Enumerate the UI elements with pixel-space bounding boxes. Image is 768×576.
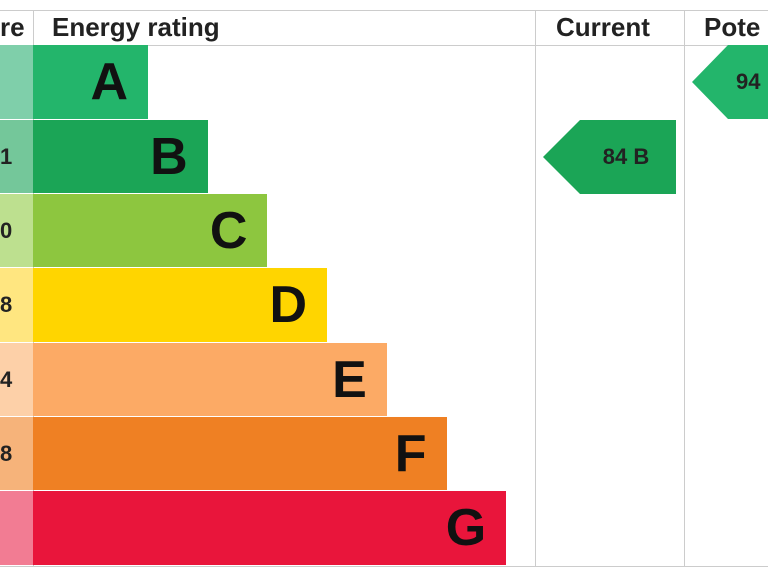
band-letter: A <box>90 53 128 111</box>
band-letter: E <box>332 350 367 409</box>
arrow-shape <box>543 120 676 194</box>
score-cell-bg <box>0 268 33 342</box>
band-bar: F <box>33 417 447 490</box>
score-cell: 8 <box>0 292 13 317</box>
score-cell-bg <box>0 343 33 416</box>
potential-arrow: 94 <box>692 45 768 119</box>
band-letter: D <box>269 276 308 334</box>
border <box>0 10 768 11</box>
band-letter: F <box>394 424 427 483</box>
score-cell: 1 <box>0 143 13 169</box>
current-arrow: 84 B <box>543 120 676 194</box>
arrow-shape <box>692 45 768 119</box>
border <box>0 45 768 46</box>
rating-header: Energy rating <box>52 12 220 42</box>
band-bar: E <box>33 343 387 416</box>
band-bar: A <box>33 45 148 119</box>
border <box>684 10 685 566</box>
score-cell-bg <box>0 194 33 267</box>
band-bar: G <box>33 491 507 565</box>
border <box>0 566 768 567</box>
score-cell: 8 <box>0 440 13 466</box>
score-cell-bg <box>0 417 33 490</box>
current-label: 84 B <box>603 144 649 169</box>
score-cell-bg <box>0 120 33 193</box>
score-header: re <box>0 12 25 42</box>
band-letter: G <box>445 499 487 557</box>
band-bar: C <box>33 194 268 267</box>
border <box>535 10 536 566</box>
score-cell: 0 <box>0 217 13 243</box>
band-letter: B <box>150 127 188 186</box>
score-cell: 4 <box>0 366 13 392</box>
potential-label: 94 <box>736 69 761 94</box>
score-cell-bg <box>0 45 33 119</box>
potential-header: Pote <box>704 12 761 42</box>
band-bar: D <box>33 268 328 342</box>
current-header: Current <box>556 12 650 42</box>
band-bar: B <box>33 120 208 193</box>
band-letter: C <box>209 201 248 260</box>
score-cell-bg <box>0 491 33 565</box>
